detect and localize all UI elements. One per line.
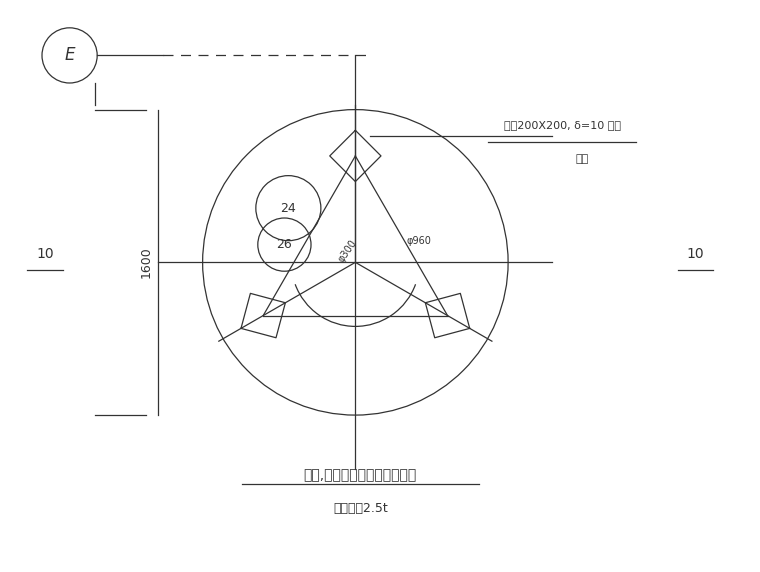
Text: 三块: 三块 bbox=[575, 154, 589, 164]
Text: 10: 10 bbox=[36, 248, 54, 261]
Text: 10: 10 bbox=[686, 248, 705, 261]
Text: 明床,混床碱计量箱基础平面图: 明床,混床碱计量箱基础平面图 bbox=[304, 468, 417, 482]
Text: E: E bbox=[65, 46, 74, 65]
Text: 运行荷重2.5t: 运行荷重2.5t bbox=[333, 502, 388, 515]
Text: 1600: 1600 bbox=[140, 247, 153, 278]
Text: 26: 26 bbox=[277, 238, 293, 251]
Text: 预埋200X200, δ=10 钢板: 预埋200X200, δ=10 钢板 bbox=[504, 120, 621, 130]
Text: 24: 24 bbox=[280, 202, 296, 214]
Text: φ960: φ960 bbox=[407, 236, 432, 245]
Text: φ300: φ300 bbox=[336, 237, 359, 264]
